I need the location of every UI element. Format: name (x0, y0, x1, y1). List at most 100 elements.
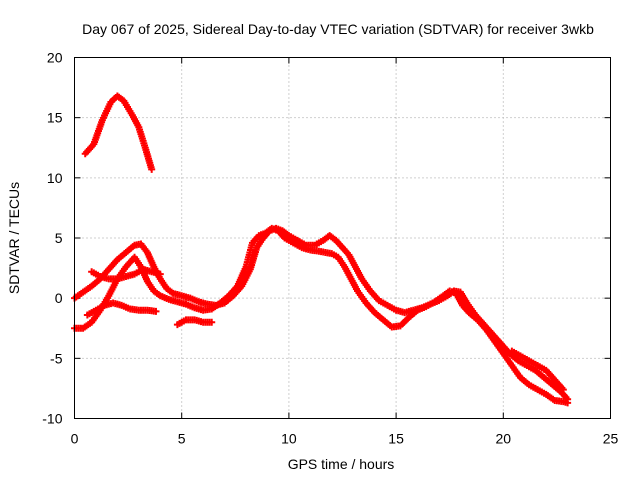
data-point-trail (222, 293, 235, 306)
data-point-trail (150, 268, 162, 277)
data-point-trail (536, 387, 548, 397)
data-point-trail (308, 246, 321, 255)
data-point-trail (124, 243, 137, 255)
data-point-trail (137, 306, 149, 314)
y-tick-label: -5 (50, 350, 63, 366)
data-point-trail (368, 289, 382, 303)
data-point-trail (91, 118, 106, 146)
data-point-trail (364, 301, 377, 315)
data-point-trail (176, 298, 188, 308)
data-point-trail (334, 238, 345, 250)
data-point-trail (83, 142, 96, 156)
data-point-trail (509, 364, 523, 380)
data-point-trail (250, 233, 261, 245)
series-segment-g (508, 347, 567, 394)
y-tick-label: -10 (42, 411, 62, 427)
data-point-trail (103, 300, 115, 309)
data-point-trail (519, 353, 531, 364)
data-point-trail (527, 382, 539, 392)
data-point-trail (381, 317, 394, 330)
data-point-trail (377, 298, 389, 308)
data-point-trail (420, 301, 432, 311)
data-point-trail (111, 300, 124, 309)
data-point-trail (386, 303, 398, 313)
data-point-trail (550, 382, 563, 395)
data-point-trail (296, 238, 308, 248)
data-point-trail (352, 265, 365, 281)
data-point-trail (89, 276, 103, 289)
grid (74, 57, 611, 419)
data-point (559, 386, 567, 394)
chart-title: Day 067 of 2025, Sidereal Day-to-day VTE… (82, 21, 594, 37)
data-point-trail (254, 236, 266, 250)
data-point-trail (133, 266, 145, 277)
x-tick-label: 25 (603, 431, 619, 447)
data-point-trail (206, 300, 218, 309)
data-point-trail (99, 100, 114, 122)
x-tick-label: 10 (281, 431, 297, 447)
data-point-trail (274, 225, 284, 234)
data-point-trail (544, 392, 557, 403)
y-tick-label: 15 (47, 110, 63, 126)
series-segment-f (173, 316, 216, 329)
data-point-trail (106, 257, 120, 272)
data-point-trail (544, 368, 557, 382)
data-point-trail (394, 307, 407, 316)
data-point-trail (214, 300, 226, 309)
data-point-trail (86, 307, 98, 318)
y-tick-label: 5 (55, 230, 63, 246)
data-point-trail (145, 279, 157, 293)
data-point-trail (464, 301, 478, 317)
data-point-trail (559, 390, 570, 401)
data-point-trail (193, 316, 205, 326)
data-point-trail (201, 318, 214, 326)
data-point-trail (124, 271, 136, 280)
x-tick-label: 20 (496, 431, 512, 447)
data-point-trail (107, 275, 119, 283)
data-point-trail (437, 293, 449, 303)
data-point (152, 307, 160, 315)
data-point-trail (268, 225, 278, 234)
data-point-trail (501, 352, 514, 368)
data-point-trail (340, 245, 351, 257)
data-point (208, 318, 216, 326)
data-point-trail (201, 305, 214, 314)
data-point-trail (167, 296, 179, 305)
data-point-trail (516, 358, 529, 368)
data-point-trail (342, 265, 354, 281)
data-point-trail (184, 301, 196, 311)
data-point-trail (257, 230, 267, 239)
data-point-trail (445, 288, 456, 299)
data-point-trail (283, 235, 295, 246)
data-point-trail (115, 250, 128, 262)
data-point-trail (151, 288, 163, 299)
data-point-trail (321, 233, 332, 243)
data-point-trail (481, 322, 495, 337)
data-point-trail (536, 363, 548, 373)
data-point-trail (94, 303, 106, 313)
data-point-trail (300, 244, 312, 253)
data-point-trail (188, 295, 201, 305)
data-point-trail (73, 324, 85, 332)
data-point-trail (176, 317, 188, 327)
data-point-trail (133, 240, 143, 249)
data-point-trail (403, 307, 415, 316)
data-point-trail (132, 255, 144, 269)
x-axis-label: GPS time / hours (288, 456, 395, 472)
data-point-trail (533, 368, 546, 380)
data-point-trail (492, 339, 506, 356)
data-point-trail (129, 113, 142, 129)
data-point-trail (158, 277, 169, 291)
x-tick-label: 5 (178, 431, 186, 447)
data-point-trail (197, 298, 209, 308)
y-tick-label: 0 (55, 290, 63, 306)
data-point-trail (348, 277, 360, 293)
x-tick-label: 15 (388, 431, 404, 447)
data-point-trail (138, 242, 150, 255)
data-point-trail (81, 283, 94, 295)
data-point-trail (291, 240, 304, 250)
data-point-trail (116, 273, 128, 282)
series-track-a (81, 92, 156, 173)
data-point-trail (453, 291, 465, 307)
data-point-trail (120, 302, 132, 312)
